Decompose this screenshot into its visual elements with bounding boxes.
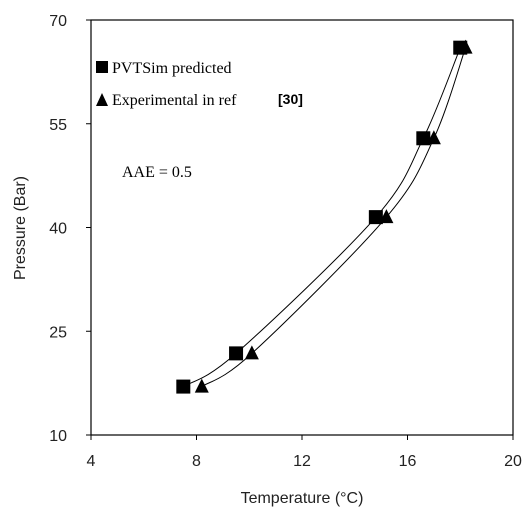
experimental-point <box>379 209 394 224</box>
experimental-point <box>244 345 259 360</box>
y-tick-label: 70 <box>49 13 67 30</box>
legend-triangle-marker <box>96 93 108 106</box>
aae-annotation: AAE = 0.5 <box>122 164 192 181</box>
x-tick-label: 8 <box>192 453 201 470</box>
trend-curve-2 <box>201 47 466 388</box>
predicted-point <box>416 131 431 146</box>
legend-entry-experimental: Experimental in ref <box>112 92 237 109</box>
y-axis: 10 25 40 55 70 <box>49 13 91 445</box>
x-tick-label: 20 <box>504 453 522 470</box>
legend: PVTSim predicted Experimental in ref [30… <box>96 60 303 109</box>
legend-square-marker <box>96 61 108 73</box>
predicted-point <box>229 346 244 361</box>
predicted-point <box>368 210 383 225</box>
y-tick-label: 10 <box>49 428 67 445</box>
experimental-point <box>426 130 441 145</box>
legend-reference: [30] <box>278 91 303 107</box>
x-tick-label: 4 <box>87 453 96 470</box>
y-axis-label: Pressure (Bar) <box>12 176 29 280</box>
x-tick-label: 12 <box>293 453 311 470</box>
x-axis: 4 8 12 16 20 <box>87 435 522 470</box>
y-tick-label: 25 <box>49 324 67 341</box>
x-axis-label: Temperature (°C) <box>241 490 364 507</box>
y-tick-label: 40 <box>49 221 67 238</box>
y-tick-label: 55 <box>49 117 67 134</box>
plot-area <box>90 19 514 436</box>
experimental-point <box>458 39 473 54</box>
experimental-point <box>194 378 209 393</box>
legend-entry-predicted: PVTSim predicted <box>112 60 232 77</box>
data-points <box>176 39 473 394</box>
predicted-point <box>176 379 191 394</box>
x-tick-label: 16 <box>399 453 417 470</box>
